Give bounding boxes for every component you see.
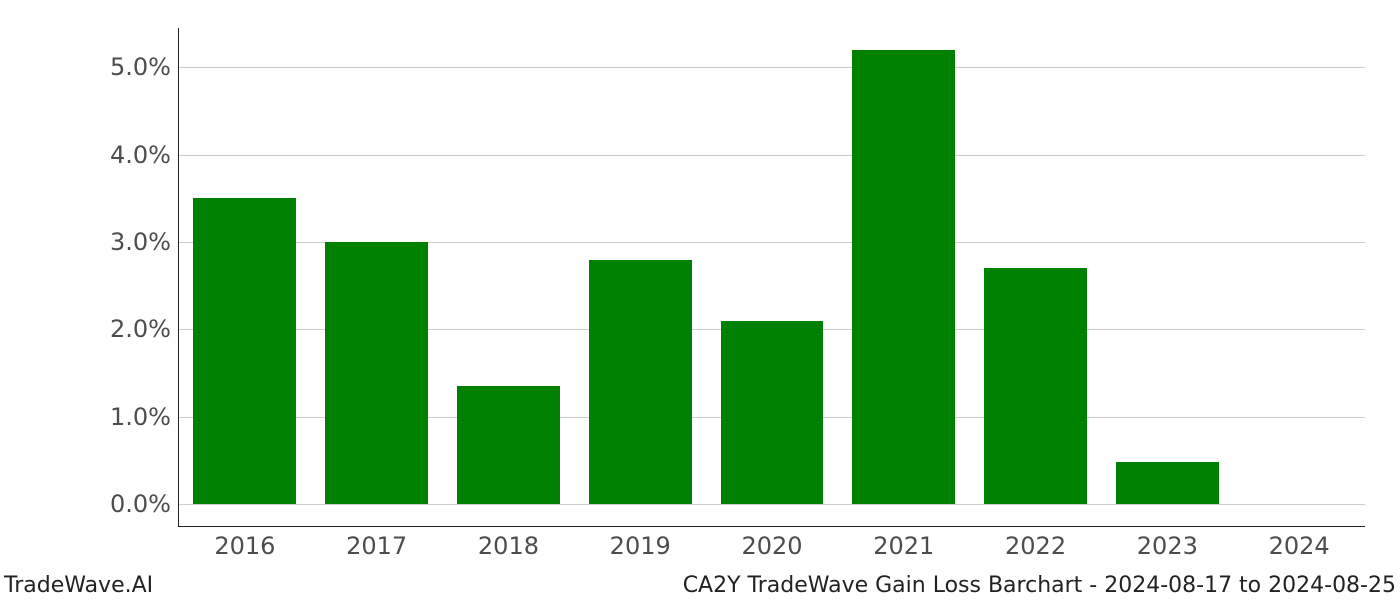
x-tick-label: 2019 [610,526,671,560]
bar [325,242,428,504]
bar [193,198,296,504]
x-tick-label: 2021 [873,526,934,560]
footer-caption: CA2Y TradeWave Gain Loss Barchart - 2024… [679,571,1400,600]
y-tick-label: 1.0% [110,403,179,431]
bar [1116,462,1219,504]
y-tick-label: 5.0% [110,53,179,81]
x-tick-label: 2016 [214,526,275,560]
grid-line [179,155,1365,156]
x-tick-label: 2024 [1269,526,1330,560]
x-tick-label: 2020 [741,526,802,560]
grid-line [179,504,1365,505]
x-tick-label: 2017 [346,526,407,560]
y-tick-label: 4.0% [110,141,179,169]
x-tick-label: 2023 [1137,526,1198,560]
x-tick-label: 2022 [1005,526,1066,560]
grid-line [179,67,1365,68]
y-tick-label: 2.0% [110,315,179,343]
bar [852,50,955,504]
bar [984,268,1087,504]
bar [457,386,560,504]
plot-area: 0.0%1.0%2.0%3.0%4.0%5.0%2016201720182019… [178,28,1365,527]
bar [721,321,824,504]
footer-brand: TradeWave.AI [0,571,157,600]
bar [589,260,692,505]
y-tick-label: 3.0% [110,228,179,256]
y-tick-label: 0.0% [110,490,179,518]
x-tick-label: 2018 [478,526,539,560]
